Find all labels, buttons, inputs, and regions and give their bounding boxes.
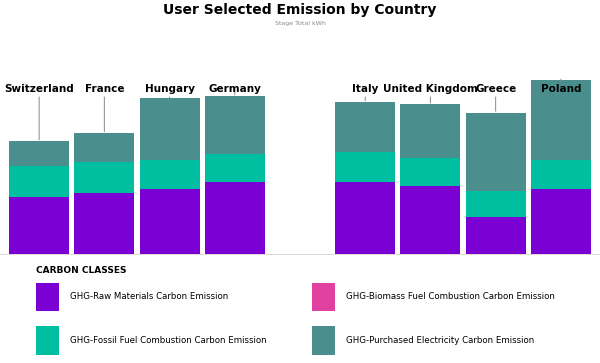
Text: GHG-Raw Materials Carbon Emission: GHG-Raw Materials Carbon Emission: [70, 293, 228, 301]
FancyBboxPatch shape: [36, 283, 59, 311]
Bar: [400, 158, 460, 187]
Text: Poland: Poland: [541, 79, 581, 94]
Text: GHG-Biomass Fuel Combustion Carbon Emission: GHG-Biomass Fuel Combustion Carbon Emiss…: [346, 293, 554, 301]
Bar: [74, 133, 134, 162]
Bar: [335, 102, 395, 152]
Text: Switzerland: Switzerland: [4, 84, 74, 140]
Bar: [531, 188, 591, 254]
Bar: [74, 162, 134, 193]
FancyBboxPatch shape: [312, 326, 335, 355]
Bar: [531, 78, 591, 160]
Bar: [335, 152, 395, 182]
Text: User Selected Emission by Country: User Selected Emission by Country: [163, 3, 437, 17]
Text: Greece: Greece: [475, 84, 516, 111]
Bar: [140, 188, 200, 254]
Text: Germany: Germany: [208, 84, 261, 95]
Text: GHG-Fossil Fuel Combustion Carbon Emission: GHG-Fossil Fuel Combustion Carbon Emissi…: [70, 336, 266, 345]
Bar: [74, 193, 134, 254]
Bar: [400, 105, 460, 158]
Text: France: France: [85, 84, 124, 132]
Bar: [9, 166, 69, 197]
FancyBboxPatch shape: [312, 283, 335, 311]
Bar: [466, 113, 526, 191]
Text: Italy: Italy: [352, 84, 379, 101]
Bar: [9, 141, 69, 166]
Text: United Kingdom: United Kingdom: [383, 84, 478, 103]
Bar: [140, 160, 200, 188]
FancyBboxPatch shape: [36, 326, 59, 355]
Bar: [9, 197, 69, 254]
Bar: [400, 187, 460, 254]
Text: Stage Total kWh: Stage Total kWh: [275, 21, 325, 26]
Text: CARBON CLASSES: CARBON CLASSES: [36, 266, 127, 276]
Bar: [531, 160, 591, 188]
Text: Hungary: Hungary: [145, 84, 194, 98]
Bar: [205, 154, 265, 182]
Text: GHG-Purchased Electricity Carbon Emission: GHG-Purchased Electricity Carbon Emissio…: [346, 336, 534, 345]
Bar: [205, 182, 265, 254]
Bar: [466, 191, 526, 217]
Bar: [140, 98, 200, 160]
Bar: [205, 96, 265, 154]
Bar: [335, 182, 395, 254]
Bar: [466, 217, 526, 254]
